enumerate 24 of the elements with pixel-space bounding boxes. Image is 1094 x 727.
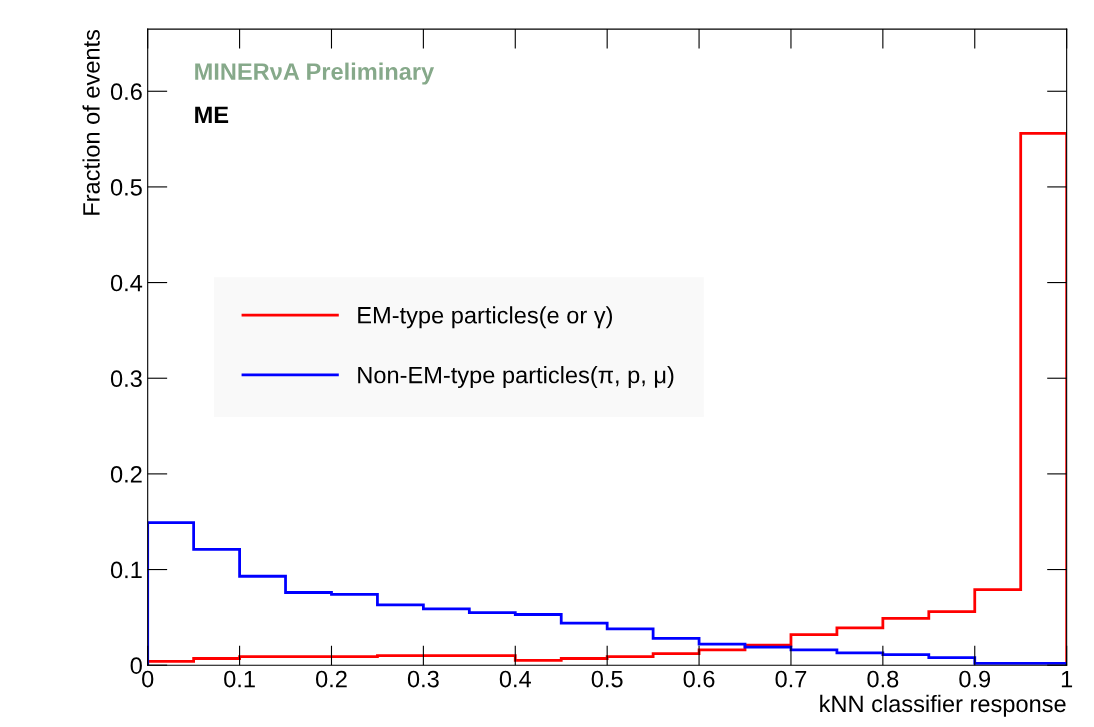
x-tick-label: 0.5 (591, 670, 623, 688)
annotation: ME (195, 106, 229, 123)
x-axis-title: kNN classifier response (820, 694, 1066, 717)
x-tick-label: 0.6 (683, 670, 715, 688)
y-tick-label: 0.4 (110, 274, 143, 292)
y-tick-label: 0.2 (110, 465, 142, 483)
y-tick-label: 0.3 (110, 370, 142, 388)
y-tick-label: 0.1 (110, 561, 142, 579)
x-tick-label: 0.8 (867, 670, 899, 688)
annotation: MINERνA Preliminary (195, 62, 435, 85)
legend-label: Non-EM-type particles(π, p, μ) (358, 366, 674, 389)
y-tick-label: 0.5 (110, 178, 142, 196)
x-tick-label: 0.1 (224, 670, 255, 688)
legend-label: EM-type particles(e or γ) (358, 306, 612, 329)
x-tick-label: 0.3 (407, 670, 439, 688)
x-tick-label: 1 (1061, 670, 1073, 688)
x-tick-label: 0.9 (959, 670, 991, 688)
x-tick-label: 0 (142, 670, 154, 688)
y-tick-label: 0 (130, 657, 142, 674)
y-axis-title: Fraction of events (82, 29, 100, 215)
x-tick-label: 0.7 (775, 670, 807, 688)
x-tick-label: 0.4 (499, 670, 531, 688)
y-tick-label: 0.6 (110, 83, 142, 101)
x-tick-label: 0.2 (315, 670, 347, 688)
